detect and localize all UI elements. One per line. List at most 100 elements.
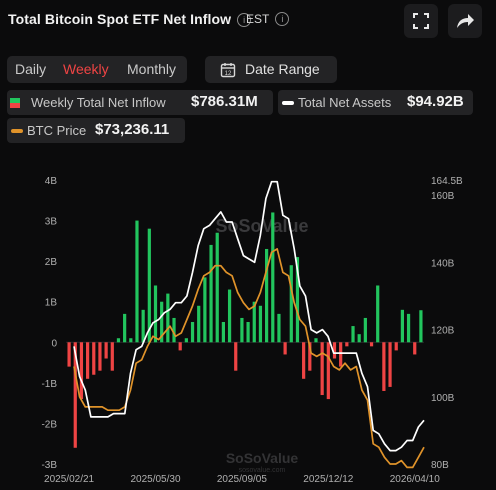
inflow-bar[interactable] [116, 338, 121, 343]
inflow-bar[interactable] [419, 310, 423, 343]
btc-swatch-icon [11, 129, 23, 133]
inflow-bar[interactable] [289, 265, 293, 343]
inflow-bar[interactable] [308, 342, 312, 371]
inflow-bar[interactable] [264, 248, 269, 343]
inflow-bar[interactable] [110, 342, 114, 371]
legend-inflow-value: $786.31M [191, 93, 258, 110]
tab-weekly[interactable]: Weekly [63, 61, 109, 77]
inflow-bar[interactable] [283, 342, 287, 355]
inflow-bar[interactable] [351, 326, 355, 343]
watermark-url: sosovalue.com [239, 467, 286, 474]
inflow-bar[interactable] [388, 342, 392, 387]
inflow-bar[interactable] [271, 212, 275, 343]
inflow-bar[interactable] [129, 338, 133, 343]
inflow-bar[interactable] [345, 342, 349, 347]
inflow-bar[interactable] [413, 342, 417, 355]
inflow-bar[interactable] [320, 342, 324, 396]
legend-btc-label: BTC Price [27, 123, 87, 138]
inflow-bar[interactable] [332, 342, 337, 359]
inflow-bar[interactable] [104, 342, 108, 359]
inflow-bar[interactable] [246, 322, 250, 343]
timezone-info-icon[interactable]: i [275, 12, 290, 26]
inflow-bar[interactable] [302, 342, 306, 379]
inflow-bar[interactable] [314, 338, 318, 343]
inflow-bar[interactable] [258, 305, 263, 343]
inflow-bar[interactable] [141, 309, 145, 343]
inflow-bar[interactable] [203, 277, 207, 343]
share-button[interactable] [448, 4, 482, 38]
interval-tabs: Daily Weekly Monthly [7, 56, 187, 83]
inflow-bar[interactable] [184, 338, 188, 343]
inflow-bar[interactable] [92, 342, 96, 375]
legend-inflow[interactable]: Weekly Total Net Inflow $786.31M [7, 90, 273, 115]
inflow-bar[interactable] [147, 228, 151, 343]
y-left-tick-label: 1B [45, 298, 58, 309]
x-tick-label: 2025/02/21 [44, 474, 94, 485]
inflow-bar[interactable] [382, 342, 386, 391]
btc-price-line[interactable] [73, 248, 425, 469]
watermark-bottom-text: SoSoValue [226, 450, 299, 466]
inflow-bar[interactable] [79, 342, 84, 400]
inflow-bar[interactable] [406, 313, 411, 343]
y-right-tick-label: 80B [431, 460, 449, 471]
inflow-bar[interactable] [153, 285, 158, 343]
inflow-bar[interactable] [67, 342, 71, 367]
y-left-tick-label: 2B [45, 257, 58, 268]
inflow-bar[interactable] [295, 257, 300, 343]
y-left-tick-label: -1B [41, 379, 57, 390]
inflow-bar[interactable] [197, 305, 201, 343]
inflow-bar[interactable] [252, 301, 256, 343]
chart-title-text: Total Bitcoin Spot ETF Net Inflow [8, 11, 232, 27]
inflow-bar[interactable] [234, 342, 238, 371]
inflow-bar[interactable] [221, 322, 226, 343]
y-right-tick-label: 100B [431, 393, 455, 404]
info-icon[interactable]: i [237, 13, 252, 27]
inflow-bar[interactable] [190, 322, 195, 343]
inflow-bar[interactable] [277, 313, 281, 343]
inflow-bar[interactable] [357, 334, 361, 343]
inflow-bar[interactable] [339, 342, 343, 367]
inflow-bar[interactable] [209, 244, 213, 343]
date-range-label: Date Range [245, 61, 320, 77]
inflow-bar[interactable] [166, 293, 170, 343]
timezone-text: EST [246, 12, 270, 26]
inflow-bar[interactable] [400, 309, 405, 343]
inflow-bar[interactable] [215, 232, 219, 343]
y-left-tick-label: -2B [41, 419, 57, 430]
inflow-bar[interactable] [160, 301, 164, 343]
fullscreen-icon [413, 13, 429, 29]
tab-daily[interactable]: Daily [15, 61, 47, 77]
fullscreen-button[interactable] [404, 4, 438, 38]
legend-assets[interactable]: Total Net Assets $94.92B [278, 90, 473, 115]
y-right-tick-label: 164.5B [431, 176, 463, 187]
legend-btc[interactable]: BTC Price $73,236.11 [7, 118, 185, 143]
y-left-tick-label: -3B [41, 460, 57, 471]
inflow-bar[interactable] [363, 317, 367, 343]
inflow-bar[interactable] [172, 317, 176, 343]
timezone-label: EST i [246, 12, 290, 26]
inflow-bar[interactable] [227, 289, 232, 343]
total-assets-line[interactable] [73, 180, 425, 452]
inflow-bar[interactable] [240, 317, 244, 343]
inflow-bar[interactable] [394, 342, 398, 351]
legend-inflow-label: Weekly Total Net Inflow [31, 95, 166, 110]
inflow-bar[interactable] [73, 342, 77, 448]
tab-monthly[interactable]: Monthly [127, 61, 177, 77]
y-right-tick-label: 120B [431, 326, 455, 337]
inflow-bar[interactable] [85, 342, 90, 379]
inflow-swatch-icon [10, 98, 20, 108]
inflow-bar[interactable] [326, 342, 330, 400]
inflow-bar[interactable] [376, 285, 380, 343]
assets-swatch-icon [282, 101, 294, 105]
y-left-tick-label: 0 [51, 338, 57, 349]
x-tick-label: 2026/04/10 [390, 474, 440, 485]
share-icon [457, 14, 474, 28]
inflow-bar[interactable] [178, 342, 182, 351]
x-tick-label: 2025/09/05 [217, 474, 267, 485]
inflow-bar[interactable] [135, 220, 139, 343]
y-left-tick-label: 3B [45, 217, 58, 228]
inflow-bar[interactable] [369, 342, 374, 347]
date-range-button[interactable]: 12 Date Range [205, 56, 337, 83]
inflow-bar[interactable] [98, 342, 102, 371]
inflow-bar[interactable] [123, 313, 127, 343]
